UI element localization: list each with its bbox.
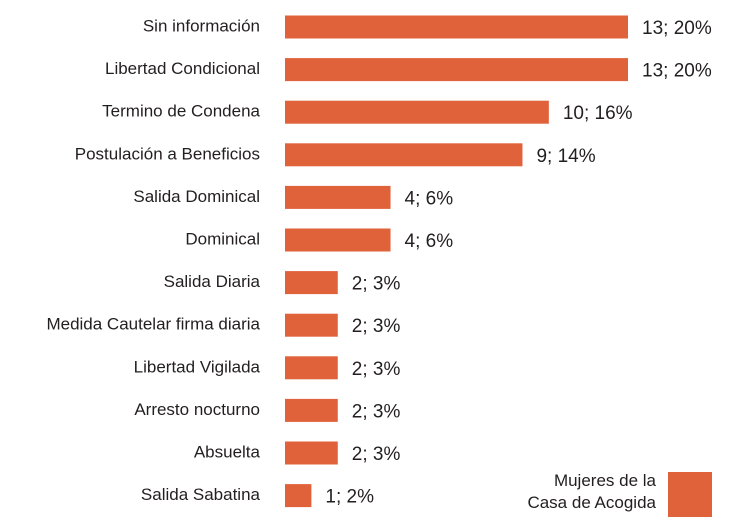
bar [285,441,338,465]
bar [285,271,338,295]
bar [285,356,338,380]
category-label: Salida Dominical [133,187,260,206]
bar [285,313,338,337]
category-label: Salida Sabatina [141,485,261,504]
bar [285,185,391,209]
legend-swatch [668,472,712,517]
category-label: Postulación a Beneficios [75,144,260,163]
category-label: Dominical [185,229,260,248]
bar [285,100,549,124]
value-label: 2; 3% [352,401,401,422]
value-label: 1; 2% [325,487,374,508]
value-label: 2; 3% [352,316,401,337]
value-label: 10; 16% [563,103,633,124]
value-label: 4; 6% [405,231,454,252]
value-label: 13; 20% [642,18,712,39]
category-label: Medida Cautelar firma diaria [46,315,260,334]
legend-label: Mujeres de la Casa de Acogida [527,471,656,512]
category-label: Libertad Condicional [105,59,260,78]
value-label: 2; 3% [352,274,401,295]
category-label: Termino de Condena [102,102,260,121]
bar [285,398,338,422]
category-label: Libertad Vigilada [134,357,261,376]
bar [285,228,391,252]
value-label: 13; 20% [642,61,712,82]
value-label: 9; 14% [536,146,595,167]
bar [285,58,628,82]
bar [285,15,628,39]
category-label: Arresto nocturno [134,400,260,419]
bar [285,143,523,167]
category-label: Sin información [143,16,260,35]
value-label: 2; 3% [352,359,401,380]
category-label: Absuelta [194,442,261,461]
category-label: Salida Diaria [164,272,261,291]
value-label: 4; 6% [405,188,454,209]
bar [285,484,312,508]
value-label: 2; 3% [352,444,401,465]
